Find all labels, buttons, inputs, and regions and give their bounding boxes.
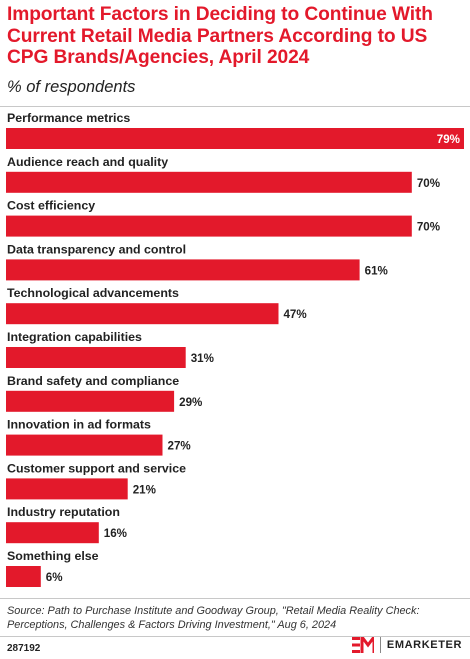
bar: [6, 566, 41, 587]
category-label: Data transparency and control: [7, 242, 186, 256]
category-label: Brand safety and compliance: [7, 374, 179, 388]
bar: [6, 522, 99, 544]
value-label: 16%: [104, 527, 127, 540]
category-label: Industry reputation: [7, 505, 120, 519]
value-label: 27%: [168, 440, 191, 453]
value-label: 61%: [365, 264, 388, 277]
top-divider: [0, 106, 470, 107]
value-label: 6%: [46, 571, 63, 584]
value-label: 79%: [437, 133, 460, 146]
bar: [6, 434, 163, 456]
bar: [6, 259, 360, 281]
source-note: Source: Path to Purchase Institute and G…: [7, 605, 420, 631]
category-label: Innovation in ad formats: [7, 418, 151, 432]
brand-separator: [379, 637, 381, 653]
value-label: 29%: [179, 396, 202, 409]
value-label: 21%: [133, 483, 156, 496]
category-label: Cost efficiency: [7, 199, 95, 213]
category-label: Integration capabilities: [7, 330, 142, 344]
value-label: 70%: [417, 177, 440, 190]
category-label: Performance metrics: [7, 111, 130, 125]
chart-title: Important Factors in Deciding to Continu…: [7, 4, 433, 68]
brand-logo: EMARKETER: [351, 637, 462, 653]
category-label: Something else: [7, 549, 99, 563]
category-label: Audience reach and quality: [7, 155, 168, 169]
chart-id: 287192: [7, 643, 41, 654]
source-divider: [0, 598, 470, 599]
bar: [6, 390, 175, 412]
emarketer-logo-icon: [351, 637, 374, 653]
value-label: 31%: [191, 352, 214, 365]
bar: [6, 478, 128, 500]
bar: [6, 128, 464, 149]
value-label: 47%: [283, 308, 306, 321]
chart-subtitle: % of respondents: [7, 78, 136, 96]
bar: [6, 303, 279, 325]
category-label: Technological advancements: [7, 286, 179, 300]
bar-chart: Performance metrics 79% Audience reach and…: [6, 111, 464, 587]
bar: [6, 215, 412, 237]
bar: [6, 347, 186, 368]
bar: [6, 171, 412, 193]
category-label: Customer support and service: [7, 461, 186, 475]
brand-name: EMARKETER: [386, 639, 462, 651]
value-label: 70%: [417, 221, 440, 234]
footer-divider: [0, 636, 470, 637]
